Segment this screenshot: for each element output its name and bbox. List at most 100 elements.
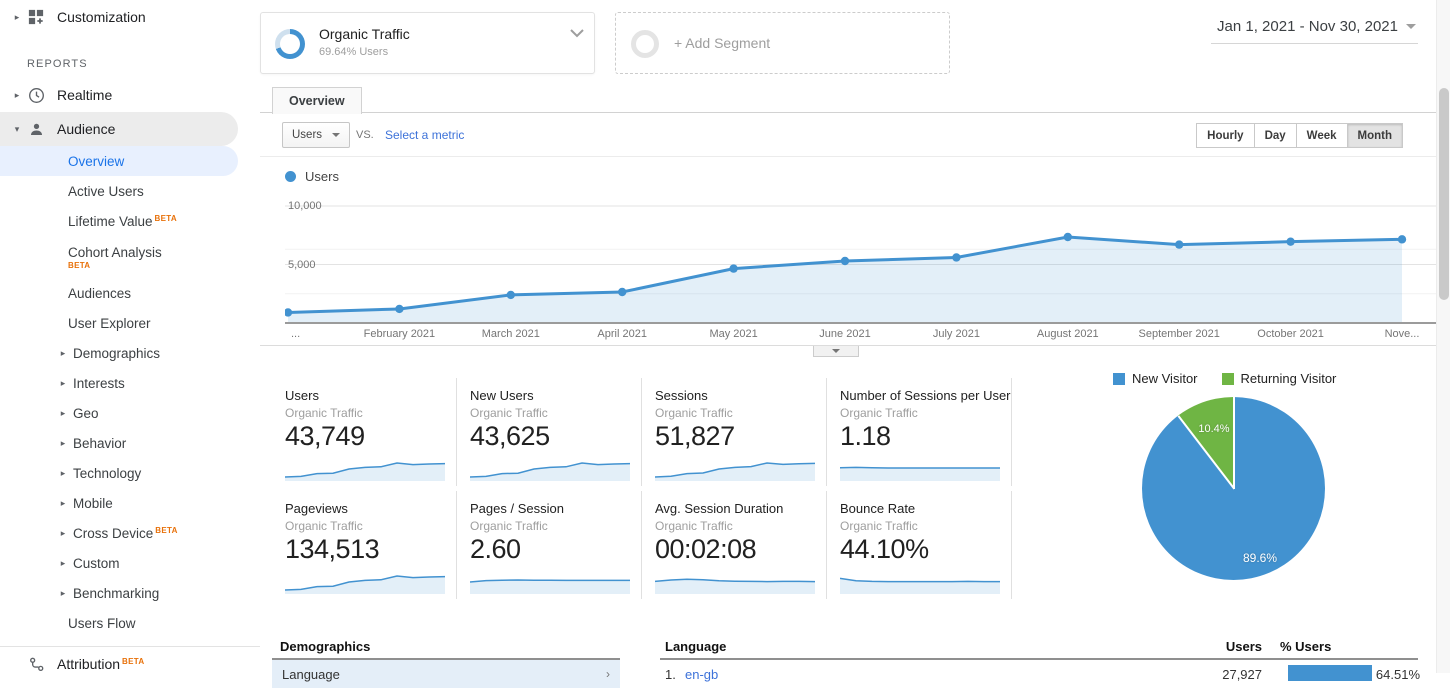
metric-card-number-of-sessions-per-user[interactable]: Number of Sessions per User Organic Traff… bbox=[827, 378, 1012, 486]
data-point-april-2021[interactable] bbox=[618, 287, 627, 297]
data-point-march-2021[interactable] bbox=[506, 290, 515, 300]
sidebar-item-audiences[interactable]: Audiences bbox=[0, 278, 260, 308]
metric-selector-value: Users bbox=[292, 129, 323, 141]
sidebar-item-overview[interactable]: Overview bbox=[0, 146, 238, 176]
chevron-right-icon[interactable]: ▸ bbox=[60, 347, 66, 358]
metric-title: Pages / Session bbox=[470, 501, 564, 516]
metrics-section: Users Organic Traffic 43,749 New Users Organ… bbox=[260, 346, 1436, 612]
chevron-down-icon[interactable]: ▾ bbox=[14, 123, 20, 134]
sidebar-item-active-users[interactable]: Active Users bbox=[0, 176, 260, 206]
sidebar-item-technology[interactable]: ▸ Technology bbox=[0, 458, 260, 488]
sidebar-item-label: Technology bbox=[73, 465, 142, 481]
add-segment-card[interactable]: + Add Segment bbox=[615, 12, 950, 74]
sidebar-item-users-flow[interactable]: Users Flow bbox=[0, 608, 260, 638]
metric-segment: Organic Traffic bbox=[655, 406, 733, 420]
chevron-right-icon[interactable]: ▸ bbox=[60, 467, 66, 478]
sidebar-item-label: Attribution BETA bbox=[57, 656, 145, 672]
sidebar-item-interests[interactable]: ▸ Interests bbox=[0, 368, 260, 398]
row-label: Language bbox=[282, 666, 340, 682]
sidebar-item-lifetime-value[interactable]: Lifetime Value BETA bbox=[0, 206, 260, 236]
sidebar: ▸ Customization REPORTS ▸ Realtime ▾ Audien… bbox=[0, 0, 260, 673]
segment-donut-icon bbox=[275, 29, 305, 59]
new-visitor-swatch-icon bbox=[1113, 372, 1125, 385]
beta-badge: BETA bbox=[68, 260, 91, 270]
sidebar-item-realtime[interactable]: ▸ Realtime bbox=[0, 78, 260, 112]
tab-overview[interactable]: Overview bbox=[272, 87, 362, 114]
data-point-october-2021[interactable] bbox=[1286, 237, 1295, 246]
metric-card-new-users[interactable]: New Users Organic Traffic 43,625 bbox=[457, 378, 642, 486]
metric-segment: Organic Traffic bbox=[285, 519, 363, 533]
sidebar-item-label: Users Flow bbox=[68, 615, 136, 631]
metric-card-bounce-rate[interactable]: Bounce Rate Organic Traffic 44.10% bbox=[827, 491, 1012, 599]
data-point-november-2021[interactable] bbox=[1397, 235, 1407, 244]
metric-card-avg-session-duration[interactable]: Avg. Session Duration Organic Traffic 00:0… bbox=[642, 491, 827, 599]
users-column-header: Users bbox=[1225, 639, 1262, 654]
select-a-metric-link[interactable]: Select a metric bbox=[385, 128, 465, 142]
sidebar-item-user-explorer[interactable]: User Explorer bbox=[0, 308, 260, 338]
scrollbar-track[interactable] bbox=[1436, 0, 1450, 673]
date-range-selector[interactable]: Jan 1, 2021 - Nov 30, 2021 bbox=[1211, 16, 1418, 44]
sidebar-item-cohort-analysis[interactable]: Cohort Analysis BETA bbox=[0, 236, 260, 278]
metric-value: 2.60 bbox=[470, 534, 521, 564]
metric-segment: Organic Traffic bbox=[840, 519, 918, 533]
sidebar-item-label: Interests bbox=[73, 375, 125, 391]
sidebar-item-demographics[interactable]: ▸ Demographics bbox=[0, 338, 260, 368]
data-point-january-2021[interactable] bbox=[285, 308, 293, 317]
chevron-right-icon[interactable]: ▸ bbox=[14, 89, 20, 100]
data-point-august-2021[interactable] bbox=[1063, 232, 1072, 242]
legend-label: Returning Visitor bbox=[1240, 371, 1337, 386]
sidebar-item-audience[interactable]: ▾ Audience bbox=[0, 112, 238, 146]
chevron-right-icon[interactable]: ▸ bbox=[60, 527, 66, 538]
language-link[interactable]: en-gb bbox=[685, 667, 719, 682]
data-point-may-2021[interactable] bbox=[729, 264, 738, 273]
sidebar-item-behavior[interactable]: ▸ Behavior bbox=[0, 428, 260, 458]
granularity-week-button[interactable]: Week bbox=[1295, 123, 1348, 148]
visitors-pie-chart[interactable]: 10.4% 89.6% bbox=[1142, 397, 1325, 580]
scrollbar-thumb[interactable] bbox=[1439, 88, 1449, 300]
sidebar-item-cross-device[interactable]: ▸ Cross Device BETA bbox=[0, 518, 260, 548]
sidebar-nav: ▸ Realtime ▾ Audience Overview Active Users Li… bbox=[0, 78, 260, 638]
metric-segment: Organic Traffic bbox=[840, 406, 918, 420]
metric-title: Number of Sessions per User bbox=[840, 388, 1011, 403]
metric-card-users[interactable]: Users Organic Traffic 43,749 bbox=[272, 378, 457, 486]
person-icon bbox=[27, 120, 45, 138]
chevron-right-icon[interactable]: ▸ bbox=[60, 557, 66, 568]
metric-selector-dropdown[interactable]: Users bbox=[282, 122, 351, 148]
data-point-june-2021[interactable] bbox=[840, 256, 850, 266]
sparkline-number-of-sessions-per-user bbox=[840, 466, 1000, 481]
sidebar-item-geo[interactable]: ▸ Geo bbox=[0, 398, 260, 428]
x-axis-tick-january-2021: ... bbox=[291, 328, 301, 340]
sidebar-item-mobile[interactable]: ▸ Mobile bbox=[0, 488, 260, 518]
x-axis-tick-march-2021: March 2021 bbox=[481, 328, 540, 340]
chevron-right-icon[interactable]: ▸ bbox=[60, 587, 66, 598]
metric-card-sessions[interactable]: Sessions Organic Traffic 51,827 bbox=[642, 378, 827, 486]
data-point-july-2021[interactable] bbox=[952, 253, 961, 262]
granularity-month-button[interactable]: Month bbox=[1346, 123, 1403, 148]
chevron-right-icon[interactable]: ▸ bbox=[60, 377, 66, 388]
sidebar-item-attribution[interactable]: Attribution BETA bbox=[0, 647, 260, 673]
chevron-right-icon[interactable]: ▸ bbox=[60, 437, 66, 448]
segment-card-organic-traffic[interactable]: Organic Traffic 69.64% Users bbox=[260, 12, 595, 74]
legend-item-new-visitor: New Visitor bbox=[1113, 371, 1198, 386]
caret-down-icon bbox=[332, 133, 341, 137]
granularity-day-button[interactable]: Day bbox=[1253, 123, 1297, 148]
sparkline-new-users bbox=[470, 462, 630, 481]
sidebar-item-customization[interactable]: ▸ Customization bbox=[0, 0, 260, 34]
chevron-right-icon[interactable]: ▸ bbox=[60, 407, 66, 418]
legend-label: New Visitor bbox=[1132, 371, 1198, 386]
metric-card-pages-session[interactable]: Pages / Session Organic Traffic 2.60 bbox=[457, 491, 642, 599]
demographics-row-language[interactable]: Language › bbox=[272, 660, 620, 688]
granularity-hourly-button[interactable]: Hourly bbox=[1196, 123, 1255, 148]
sidebar-item-benchmarking[interactable]: ▸ Benchmarking bbox=[0, 578, 260, 608]
data-point-september-2021[interactable] bbox=[1175, 240, 1184, 249]
data-point-february-2021[interactable] bbox=[395, 304, 404, 314]
chart-collapse-tab[interactable] bbox=[813, 346, 859, 357]
pct-users-column-header: % Users bbox=[1280, 639, 1332, 654]
chevron-right-icon[interactable]: ▸ bbox=[60, 497, 66, 508]
sparkline-pages-session bbox=[470, 579, 630, 594]
x-axis-tick-june-2021: June 2021 bbox=[819, 328, 871, 340]
sidebar-item-custom[interactable]: ▸ Custom bbox=[0, 548, 260, 578]
metric-card-pageviews[interactable]: Pageviews Organic Traffic 134,513 bbox=[272, 491, 457, 599]
chevron-down-icon[interactable] bbox=[570, 25, 584, 43]
x-axis-tick-may-2021: May 2021 bbox=[709, 328, 758, 340]
